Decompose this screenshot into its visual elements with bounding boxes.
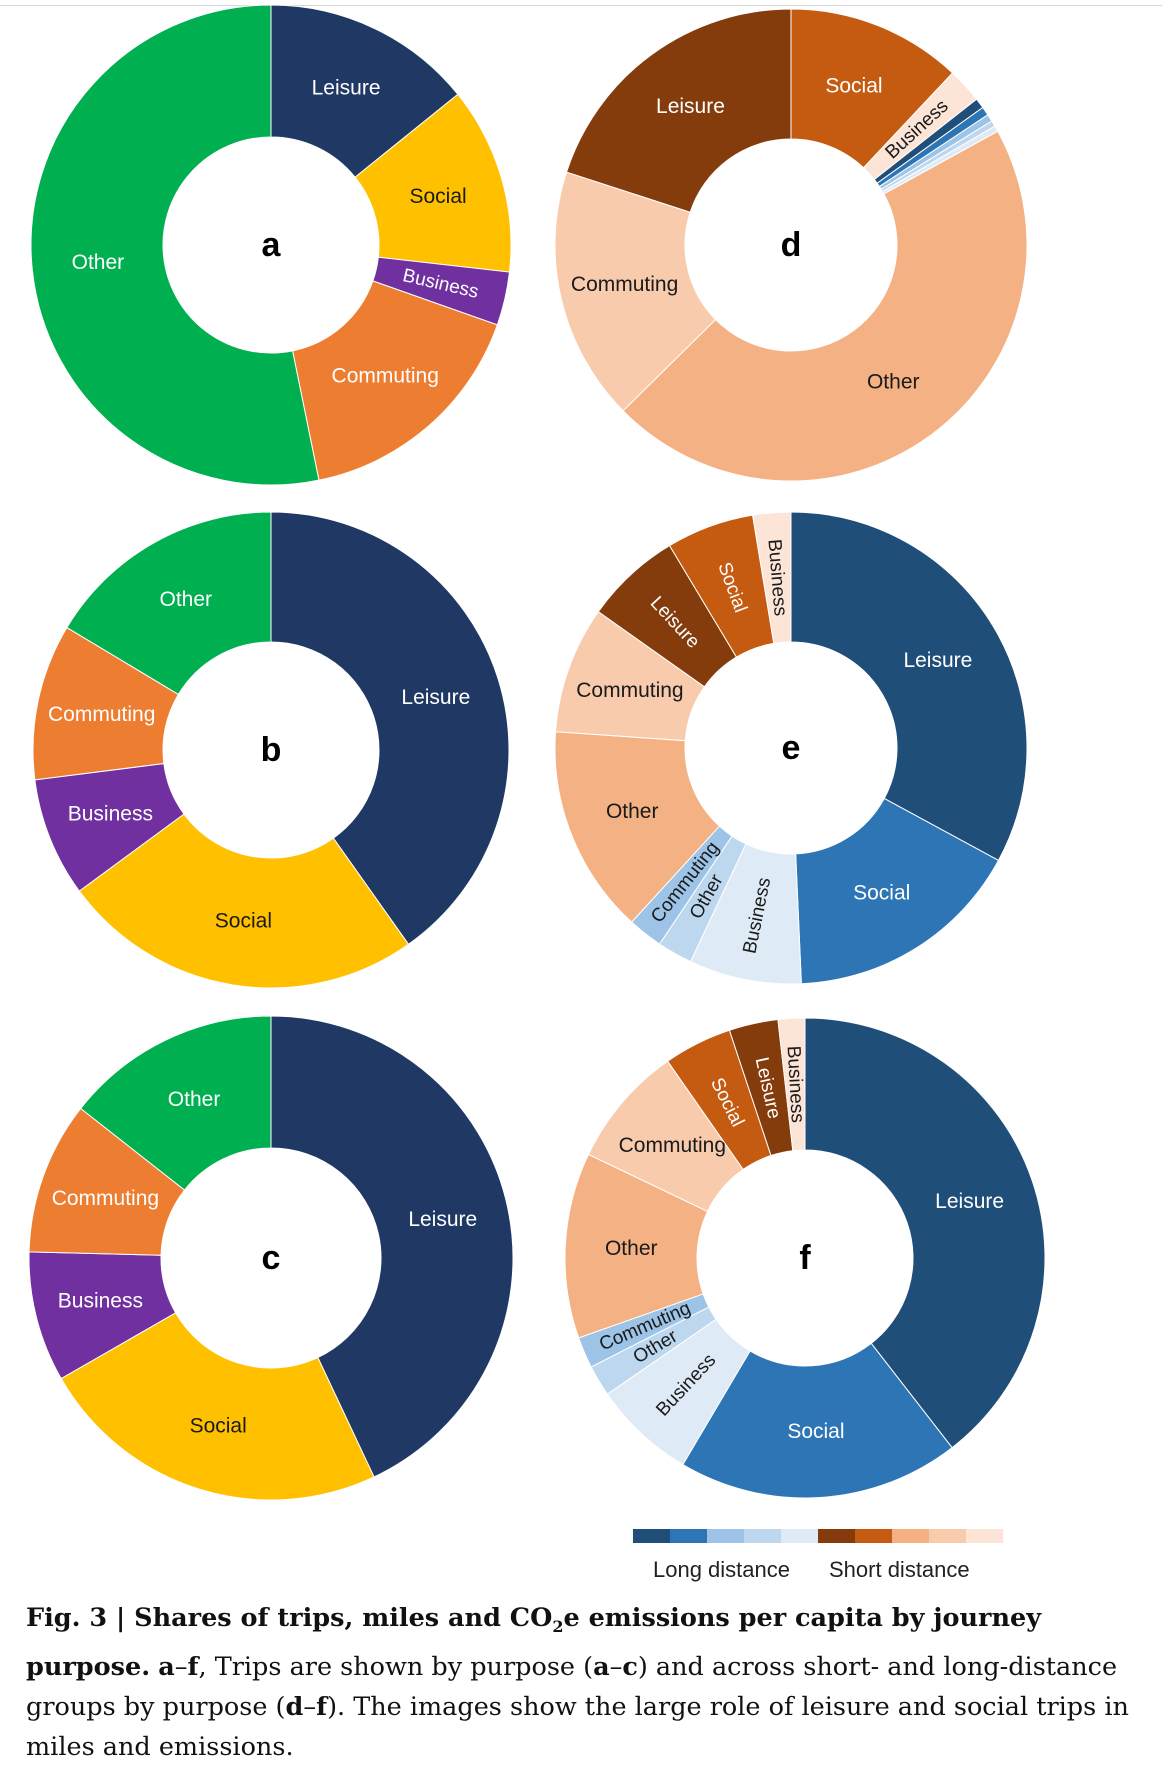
slice-label-b-social: Social (215, 909, 272, 932)
caption-ref-c: c (622, 1652, 638, 1683)
slice-label-b-other: Other (159, 588, 212, 611)
caption-ref-a: a (593, 1652, 610, 1683)
slice-label-e-other-short: Other (606, 800, 659, 823)
caption-ref-dash-ac: – (609, 1652, 623, 1683)
slice-a-social (354, 93, 512, 273)
caption-text-2: ) and across short- and long-distance gr… (26, 1652, 1118, 1723)
slice-e-leisure-long (790, 511, 1028, 862)
slice-label-d-other-short: Other (867, 371, 920, 394)
panel-label-f: f (799, 1239, 811, 1277)
caption-title: Shares of trips, miles and CO (134, 1603, 553, 1633)
caption-title-subscript: 2 (552, 1617, 564, 1637)
caption-ref-dash: – (174, 1652, 188, 1683)
caption-ref-d: d (285, 1692, 304, 1723)
slice-label-d-leisure-short: Leisure (656, 95, 725, 118)
slice-label-e-leisure-long: Leisure (903, 649, 972, 672)
caption-fig-label: Fig. 3 | (26, 1603, 135, 1633)
legend-short-swatch-2 (855, 1529, 892, 1543)
panel-label-c: c (262, 1239, 281, 1277)
panel-label-e: e (782, 729, 801, 767)
caption-ref-dash-df: – (303, 1692, 317, 1723)
legend-short-swatch-1 (818, 1529, 855, 1543)
legend-swatches (633, 1529, 1003, 1543)
legend-short-swatch-3 (892, 1529, 929, 1543)
top-divider (0, 5, 1162, 6)
slice-label-b-business: Business (68, 803, 153, 826)
caption-ref-2: f (187, 1652, 199, 1683)
slice-label-f-social-long: Social (787, 1420, 844, 1443)
slice-e-other-short (554, 731, 721, 923)
figure-caption: Fig. 3 | Shares of trips, miles and CO2e… (26, 1598, 1136, 1767)
slice-b-leisure (270, 511, 510, 945)
slice-a-other (30, 4, 320, 486)
slice-f-business-short (777, 1017, 806, 1152)
legend-short-swatch-5 (966, 1529, 1003, 1543)
slice-e-business-short (752, 511, 792, 644)
slice-d-commuting-short (554, 171, 717, 412)
legend-long-swatch-5 (781, 1529, 818, 1543)
slice-label-c-social: Social (190, 1414, 247, 1437)
panel-label-a: a (262, 226, 282, 264)
caption-ref-f: f (316, 1692, 328, 1723)
slice-a-leisure (270, 4, 459, 178)
donut-f: LeisureSocialBusinessOtherCommutingOther… (564, 1017, 1046, 1499)
legend-short-swatch-4 (929, 1529, 966, 1543)
slice-label-a-commuting: Commuting (332, 365, 439, 388)
panel-label-d: d (781, 226, 802, 264)
caption-title-2: e emissions per capita by journey purpos… (26, 1603, 1042, 1683)
slice-b-social (78, 813, 410, 989)
slice-label-d-social-short: Social (825, 75, 882, 98)
slice-label-c-other: Other (168, 1088, 221, 1111)
slice-label-e-social-long: Social (853, 881, 910, 904)
legend-long-swatch-3 (707, 1529, 744, 1543)
slice-label-f-other-short: Other (605, 1237, 658, 1260)
slice-label-f-business-short: Business (783, 1045, 808, 1123)
slice-a-commuting (291, 280, 498, 481)
slice-c-leisure (270, 1015, 514, 1478)
slice-label-a-leisure: Leisure (312, 77, 381, 100)
caption-ref: a (158, 1652, 175, 1683)
legend-long-swatch-2 (670, 1529, 707, 1543)
slice-label-b-commuting: Commuting (48, 703, 155, 726)
slice-label-c-business: Business (58, 1290, 143, 1313)
slice-label-a-social: Social (409, 185, 466, 208)
legend-long-swatch-1 (633, 1529, 670, 1543)
panel-label-b: b (261, 731, 282, 769)
legend-long-label: Long distance (653, 1557, 790, 1582)
slice-c-other (80, 1015, 272, 1191)
slice-label-f-commuting-short: Commuting (619, 1134, 726, 1157)
slice-c-social (60, 1312, 375, 1501)
legend-long-swatch-4 (744, 1529, 781, 1543)
slice-f-other-short (564, 1153, 709, 1339)
slice-d-leisure-short (565, 8, 792, 213)
donut-b: Leisure Social Business Commuting Other b (32, 511, 510, 989)
slice-d-other-short (622, 130, 1028, 482)
slice-label-f-leisure-long: Leisure (935, 1190, 1004, 1213)
slice-b-other (66, 511, 272, 696)
slice-f-social-long (682, 1342, 953, 1499)
legend: Long distance Short distance (633, 1529, 1003, 1589)
donut-figure: Leisure Social Business Commuting Other a Leis… (28, 4, 1046, 1501)
slice-label-b-leisure: Leisure (401, 686, 470, 709)
slice-label-a-other: Other (72, 251, 125, 274)
donut-c: Leisure Social Business Commuting Other c (28, 1015, 514, 1501)
caption-text-1: , Trips are shown by purpose ( (198, 1652, 594, 1683)
slice-label-d-commuting-short: Commuting (571, 273, 678, 296)
donut-e: LeisureSocialBusinessOtherCommutingOther… (554, 511, 1028, 985)
slice-label-e-commuting-short: Commuting (576, 679, 683, 702)
slice-f-leisure-long (804, 1017, 1046, 1449)
slice-label-c-leisure: Leisure (408, 1208, 477, 1231)
caption-text-3: ). The images show the large role of lei… (26, 1692, 1129, 1763)
slice-label-c-commuting: Commuting (52, 1187, 159, 1210)
slice-e-social-long (795, 797, 1000, 985)
legend-short-label: Short distance (829, 1557, 970, 1582)
